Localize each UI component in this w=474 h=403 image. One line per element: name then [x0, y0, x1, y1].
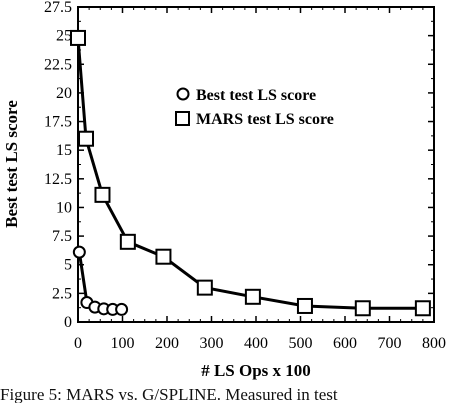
- x-tick-label: 0: [74, 335, 82, 352]
- y-tick-label: 5: [64, 257, 72, 274]
- legend-label-mars: MARS test LS score: [196, 111, 334, 128]
- mars-score-point: [354, 300, 371, 317]
- y-tick-label: 0: [64, 314, 72, 331]
- mars-score-point: [155, 248, 172, 265]
- x-tick-label: 300: [200, 335, 224, 352]
- best-score-point: [115, 302, 129, 316]
- x-tick-label: 500: [289, 335, 313, 352]
- x-axis-ticks: 0 100 200 300 400 500 600 700 800: [74, 7, 446, 352]
- legend-label-best: Best test LS score: [196, 87, 316, 104]
- mars-score-point: [70, 29, 86, 46]
- mars-score-point: [414, 300, 431, 317]
- y-tick-label: 15: [56, 142, 72, 159]
- x-tick-label: 700: [378, 335, 402, 352]
- chart: 0 100 200 300 400 500 600 700 800 0 2.5 5 7.5 10 12.5…: [2, 0, 446, 380]
- mars-score-point: [244, 288, 261, 305]
- best-score-point: [72, 245, 86, 259]
- series-layer: [70, 29, 431, 317]
- y-tick-label: 25: [56, 28, 72, 45]
- plot-frame: [77, 6, 435, 323]
- mars-score-point: [296, 297, 313, 314]
- legend-square-marker: [175, 111, 190, 126]
- y-tick-label: 20: [56, 85, 72, 102]
- figure-caption: Figure 5: MARS vs. G/SPLINE. Measured in…: [0, 385, 338, 403]
- y-tick-label: 12.5: [44, 171, 72, 188]
- legend-circle-marker: [176, 87, 190, 101]
- x-tick-label: 200: [155, 335, 179, 352]
- mars-score-point: [94, 186, 111, 203]
- y-tick-label: 27.5: [44, 0, 72, 16]
- y-tick-label: 22.5: [44, 56, 72, 73]
- x-tick-label: 800: [422, 335, 446, 352]
- mars-score-point: [196, 279, 213, 296]
- x-tick-label: 400: [244, 335, 268, 352]
- x-tick-label: 600: [333, 335, 357, 352]
- y-tick-label: 17.5: [44, 114, 72, 131]
- legend: Best test LS score MARS test LS score: [175, 87, 334, 128]
- y-tick-label: 2.5: [52, 285, 72, 302]
- series-line-1: [76, 37, 423, 310]
- y-tick-label: 10: [56, 199, 72, 216]
- y-tick-label: 7.5: [52, 228, 72, 245]
- x-axis-title: # LS Ops x 100: [201, 361, 311, 380]
- mars-score-point: [119, 233, 136, 250]
- y-axis-ticks: 0 2.5 5 7.5 10 12.5 15 17.5 20 22.5 25 27.5: [44, 0, 434, 331]
- y-axis-title: Best test LS score: [2, 100, 21, 228]
- mars-score-point: [78, 130, 95, 147]
- x-tick-label: 100: [111, 335, 135, 352]
